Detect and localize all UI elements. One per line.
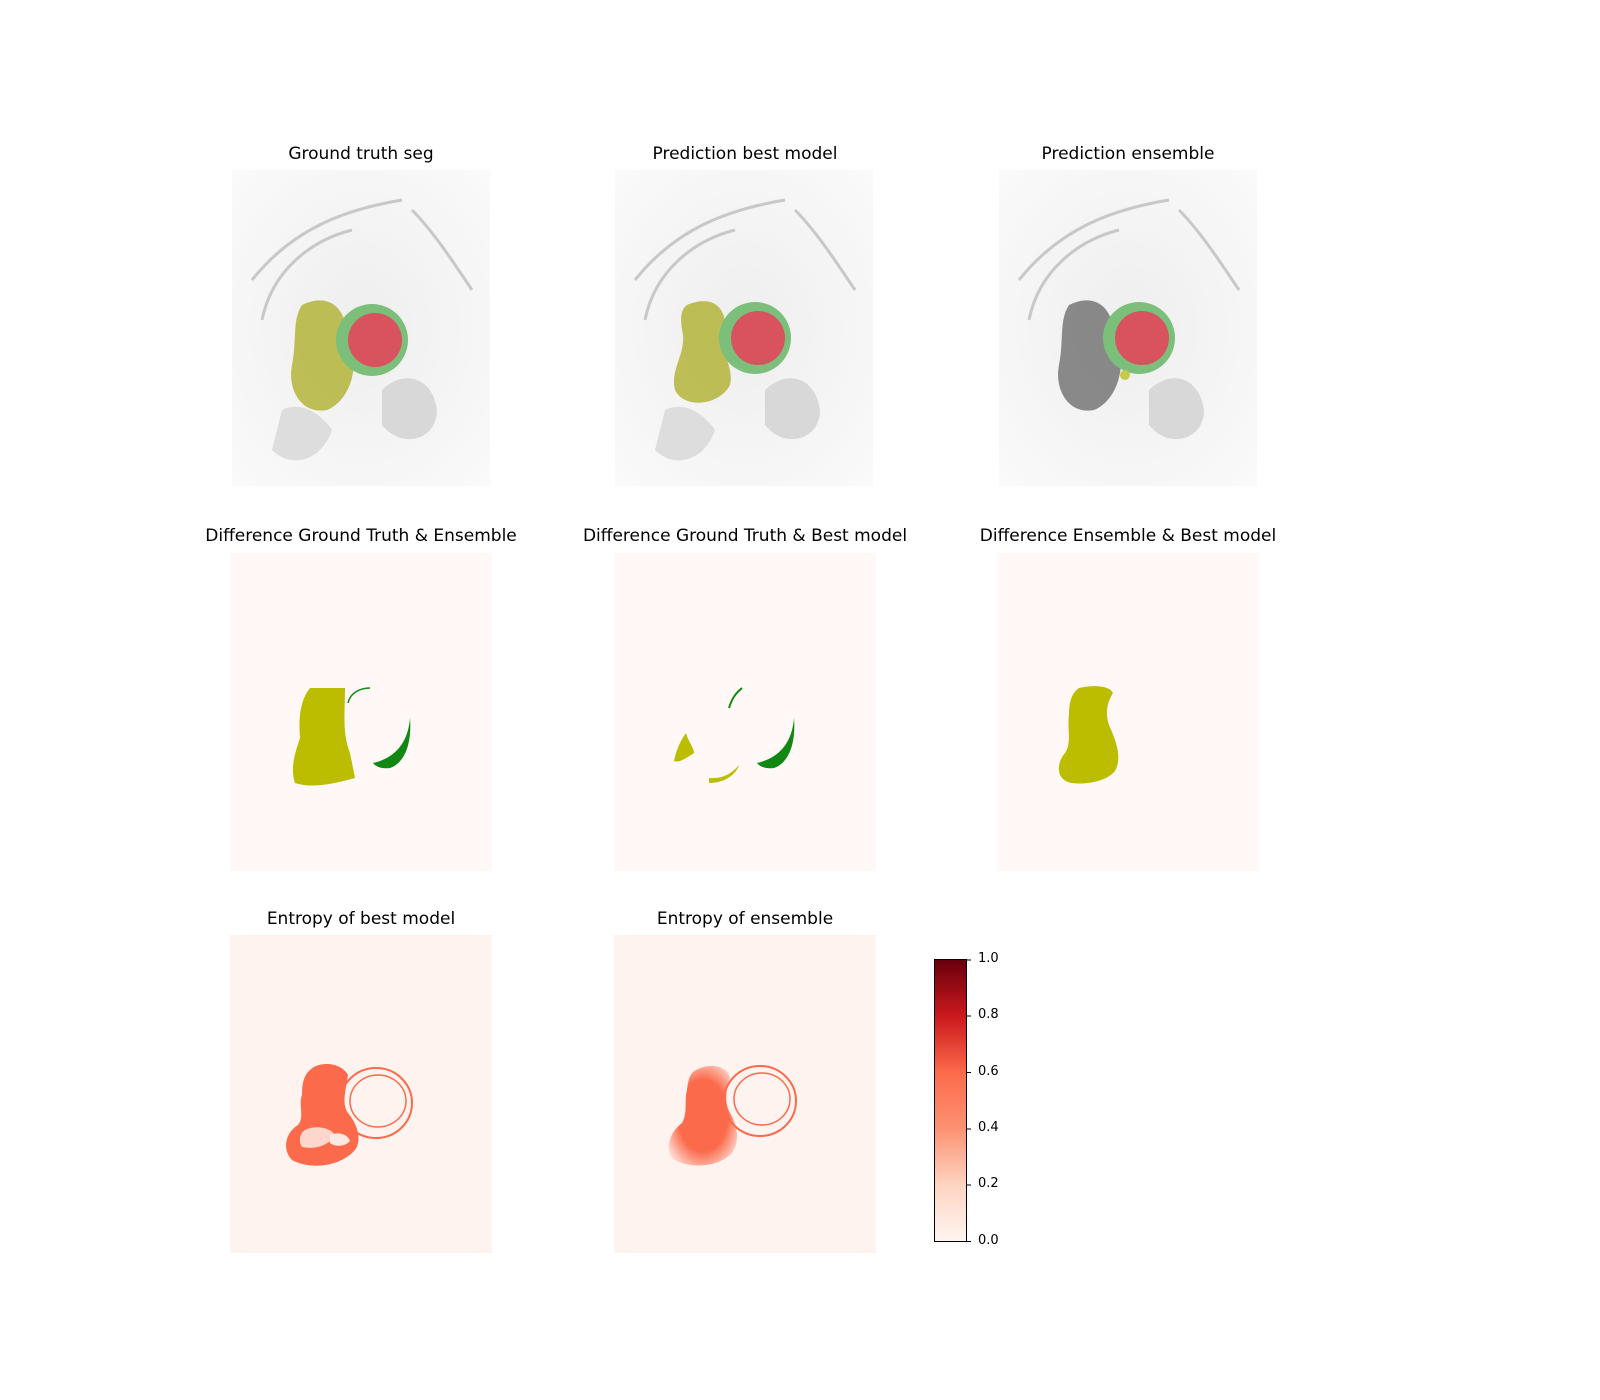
colorbar-tick-label: 1.0 <box>978 951 999 966</box>
entropy-low-region <box>299 1127 335 1148</box>
entropy-background <box>614 935 876 1253</box>
yellow-difference-region <box>292 688 355 786</box>
red-segmentation <box>1115 311 1169 365</box>
entropy-ring-outer <box>339 1067 413 1139</box>
yellow-segmentation <box>673 301 731 403</box>
panel-title-diff-gt-ensemble: Difference Ground Truth & Ensemble <box>205 526 517 546</box>
prediction-best-image <box>615 170 873 486</box>
green-difference-region <box>757 718 795 769</box>
prediction-ensemble-image <box>999 170 1257 486</box>
anatomy-lines <box>250 198 474 321</box>
entropy-ensemble-image <box>614 935 876 1253</box>
difference-background <box>997 553 1259 871</box>
green-difference-region <box>373 718 411 769</box>
ground-truth-image <box>232 170 490 486</box>
entropy-ring-outer <box>723 1065 797 1137</box>
red-segmentation <box>348 313 402 367</box>
anatomy-lines <box>1017 198 1241 321</box>
entropy-background <box>230 935 492 1253</box>
panel-title-diff-gt-best: Difference Ground Truth & Best model <box>582 526 908 546</box>
panel-title-entropy-best: Entropy of best model <box>266 909 456 929</box>
panel-title-diff-ensemble-best: Difference Ensemble & Best model <box>979 526 1277 546</box>
anatomy-structure <box>382 378 437 440</box>
red-segmentation <box>731 311 785 365</box>
anatomy-structure <box>765 378 820 440</box>
entropy-ring-inner <box>349 1074 407 1128</box>
anatomy-structure <box>1149 378 1204 440</box>
entropy-low-region <box>330 1133 350 1146</box>
entropy-best-image <box>230 935 492 1253</box>
colorbar-tick-label: 0.8 <box>978 1007 999 1022</box>
difference-background <box>614 553 876 871</box>
yellow-difference-region <box>674 733 694 762</box>
panel-title-prediction-ensemble: Prediction ensemble <box>1041 144 1215 164</box>
panel-title-entropy-ensemble: Entropy of ensemble <box>656 909 834 929</box>
difference-background <box>230 553 492 871</box>
colorbar-tick-label: 0.0 <box>978 1233 999 1248</box>
colorbar-tick-label: 0.2 <box>978 1176 999 1191</box>
entropy-ring-inner <box>733 1072 791 1126</box>
panel-title-ground-truth: Ground truth seg <box>288 144 434 164</box>
anatomy-lines <box>633 198 857 321</box>
yellow-difference-region <box>709 765 739 783</box>
anatomy-structure <box>655 406 715 461</box>
difference-ensemble-best-image <box>997 553 1259 871</box>
colorbar-tick-label: 0.4 <box>978 1120 999 1135</box>
green-difference-edge <box>347 687 371 704</box>
green-difference-edge <box>728 687 743 709</box>
colorbar-tick-label: 0.6 <box>978 1064 999 1079</box>
entropy-high-region <box>668 1065 738 1166</box>
yellow-segmentation-fragment <box>1120 370 1130 380</box>
colorbar-ticks <box>967 959 971 1242</box>
colorbar <box>934 959 971 1242</box>
yellow-difference-region <box>1058 686 1119 784</box>
difference-gt-best-image <box>614 553 876 871</box>
colorbar-gradient <box>934 959 967 1242</box>
anatomy-structure <box>272 406 332 461</box>
difference-gt-ensemble-image <box>230 553 492 871</box>
panel-title-prediction-best: Prediction best model <box>652 144 838 164</box>
